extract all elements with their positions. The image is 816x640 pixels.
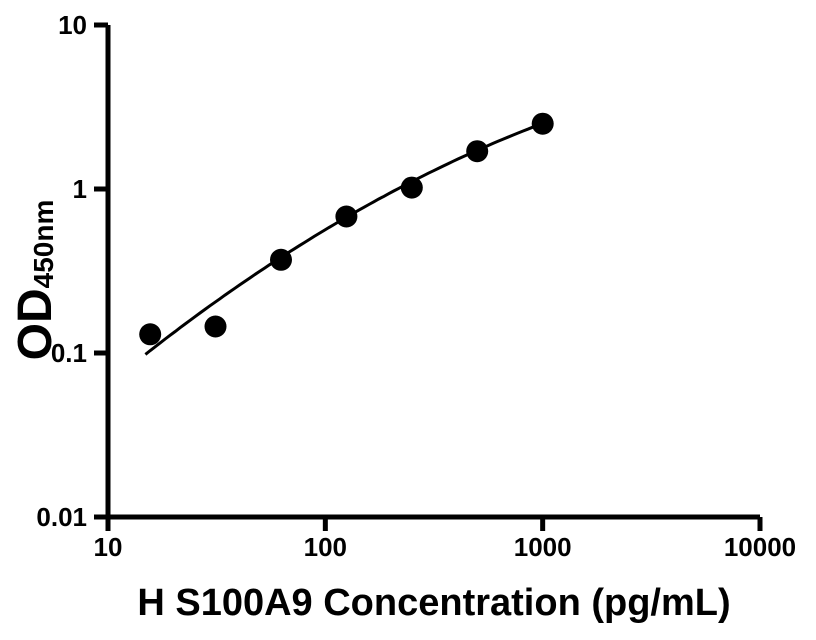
data-point <box>204 315 227 338</box>
data-point <box>531 112 554 135</box>
data-point <box>270 248 292 271</box>
y-axis-title-main: OD <box>9 288 62 361</box>
y-axis-title-subscript: 450nm <box>28 199 59 289</box>
data-point <box>400 176 423 199</box>
x-tick-label: 10 <box>93 532 123 562</box>
data-point <box>335 205 358 228</box>
data-point <box>466 140 489 163</box>
y-tick-label: 0.01 <box>36 502 87 532</box>
x-tick-label: 1000 <box>513 532 572 562</box>
y-tick-label: 1 <box>72 174 87 204</box>
data-point <box>139 323 162 346</box>
y-tick-label: 10 <box>58 10 87 40</box>
y-axis-title: OD450nm <box>9 199 62 361</box>
x-tick-label: 100 <box>303 532 348 562</box>
axis-spine <box>105 25 760 520</box>
x-tick-label: 10000 <box>723 532 797 562</box>
y-tick-label: 0.1 <box>50 338 87 368</box>
x-axis-title: H S100A9 Concentration (pg/mL) <box>137 582 731 624</box>
